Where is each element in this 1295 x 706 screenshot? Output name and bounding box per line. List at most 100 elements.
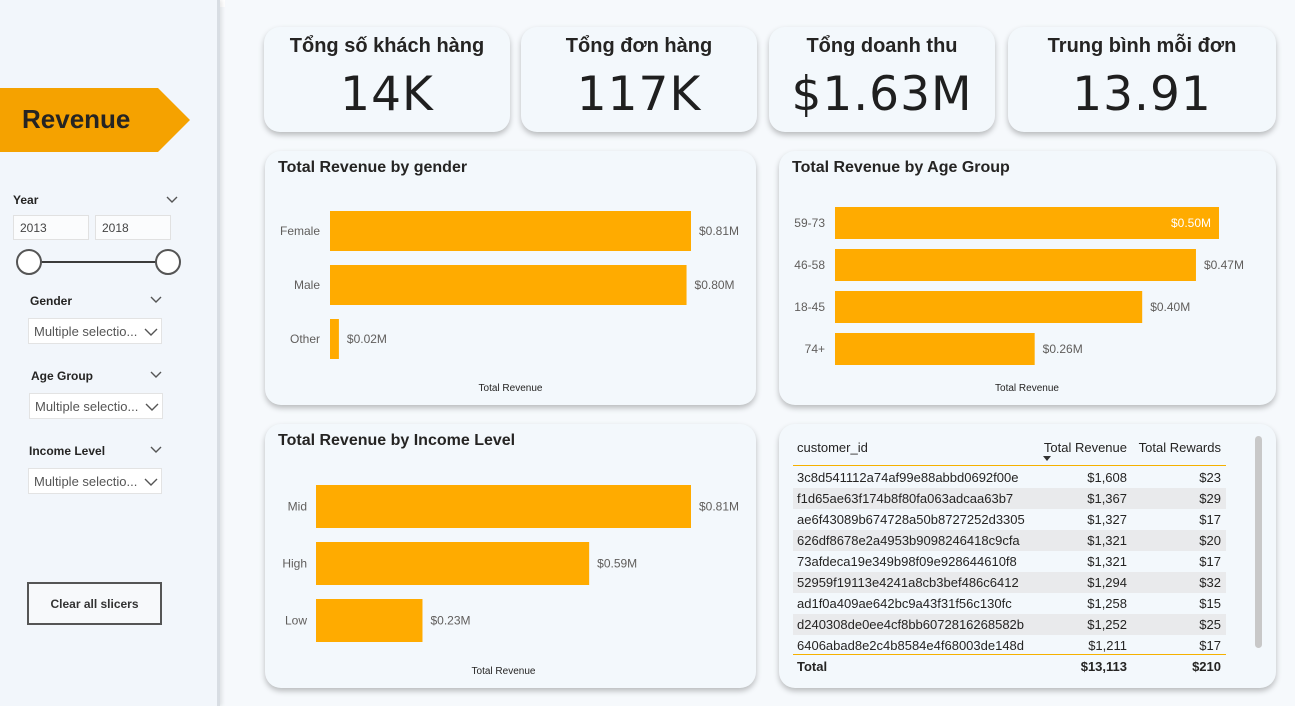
customer-id-cell: d240308de0ee4cf8bb6072816268582b [797, 617, 1025, 632]
bar[interactable] [330, 211, 691, 251]
total-revenue-cell: $1,258 [1087, 596, 1127, 611]
total-revenue-cell: $1,608 [1087, 470, 1127, 485]
year-slider-start-handle[interactable] [16, 249, 42, 275]
data-label: $0.81M [699, 500, 739, 514]
kpi-value: 117K [576, 67, 702, 122]
category-label: Low [285, 614, 307, 628]
total-rewards-cell: $32 [1199, 575, 1221, 590]
column-header-customer-id[interactable]: customer_id [797, 440, 868, 455]
data-label: $0.40M [1150, 300, 1190, 314]
customer-id-cell: ad1f0a409ae642bc9a43f31f56c130fc [797, 596, 1012, 611]
total-rewards-cell: $29 [1199, 491, 1221, 506]
category-label: 46-58 [794, 258, 825, 272]
total-revenue-cell: $1,327 [1087, 512, 1127, 527]
category-label: High [282, 557, 307, 571]
chevron-down-icon [145, 403, 159, 411]
total-rewards-cell: $23 [1199, 470, 1221, 485]
total-rewards-cell: $17 [1199, 638, 1221, 653]
total-rewards-cell: $20 [1199, 533, 1221, 548]
kpi-value: 14K [340, 67, 434, 122]
data-label: $0.02M [347, 332, 387, 346]
kpi-title: Trung bình mỗi đơn [1047, 35, 1237, 57]
bar[interactable] [330, 319, 339, 359]
customer-id-cell: 73afdeca19e349b98f09e928644610f8 [797, 554, 1017, 569]
chevron-down-icon[interactable] [150, 371, 162, 379]
age-group-slicer-title: Age Group [31, 369, 93, 383]
total-revenue-cell: $1,367 [1087, 491, 1127, 506]
banner-arrow-shape [0, 88, 190, 152]
total-revenue-cell: $1,211 [1088, 638, 1127, 653]
year-slicer-title: Year [13, 193, 39, 207]
customer-id-cell: 3c8d541112a74af99e88abbd0692f00e [797, 470, 1019, 485]
gender-dropdown[interactable]: Multiple selectio... [28, 318, 162, 344]
table-row[interactable]: 6406abad8e2c4b8584e4f68003de148d $1,211 $1… [793, 635, 1226, 656]
category-label: 74+ [805, 342, 825, 356]
chart-title: Total Revenue by Age Group [792, 159, 1010, 176]
total-revenue-cell: $1,252 [1087, 617, 1127, 632]
table-row[interactable]: ad1f0a409ae642bc9a43f31f56c130fc $1,258 $1… [793, 593, 1226, 614]
category-label: 59-73 [794, 216, 825, 230]
total-rewards: $210 [1192, 659, 1221, 674]
bar[interactable] [316, 485, 691, 528]
total-revenue: $13,113 [1080, 659, 1127, 674]
year-end-input[interactable]: 2018 [95, 215, 171, 240]
chevron-down-icon[interactable] [166, 196, 178, 204]
table-row[interactable]: 52959f19113e4241a8cb3bef486c6412 $1,294 $3… [793, 572, 1226, 593]
data-label: $0.59M [597, 557, 637, 571]
bar[interactable] [316, 542, 590, 585]
chevron-down-icon[interactable] [150, 446, 162, 454]
table-row[interactable]: ae6f43089b674728a50b8727252d3305 $1,327 $1… [793, 509, 1226, 530]
table-row[interactable]: 3c8d541112a74af99e88abbd0692f00e $1,608 $2… [793, 467, 1226, 488]
income-level-dropdown[interactable]: Multiple selectio... [28, 468, 162, 494]
kpi-card-orders: Tổng đơn hàng 117K [521, 27, 757, 132]
chart-card-gender: Total Revenue by gender Female $0.81M Male… [265, 151, 756, 405]
category-label: Female [280, 224, 320, 238]
total-rewards-cell: $25 [1199, 617, 1221, 632]
customer-id-cell: 6406abad8e2c4b8584e4f68003de148d [797, 638, 1025, 653]
age-group-dropdown[interactable]: Multiple selectio... [29, 393, 163, 419]
column-header-total-rewards[interactable]: Total Rewards [1138, 440, 1221, 455]
chevron-down-icon [144, 328, 158, 336]
bar[interactable] [330, 265, 687, 305]
total-label: Total [797, 659, 828, 674]
data-label: $0.81M [699, 224, 739, 238]
customer-id-cell: 626df8678e2a4953b9098246418c9cfa [797, 533, 1020, 548]
table-row[interactable]: d240308de0ee4cf8bb6072816268582b $1,252 $2… [793, 614, 1226, 635]
year-slider-track[interactable] [28, 261, 168, 263]
bar[interactable] [835, 291, 1143, 323]
table-row[interactable]: f1d65ae63f174b8f80fa063adcaa63b7 $1,367 $2… [793, 488, 1226, 509]
x-axis-label: Total Revenue [472, 666, 536, 677]
kpi-value: $1.63M [791, 67, 973, 122]
year-start-input[interactable]: 2013 [13, 215, 89, 240]
kpi-card-customers: Tổng số khách hàng 14K [264, 27, 510, 132]
income-level-bar-chart: Mid $0.81M High $0.59M Low $0.23M Total Revenu… [282, 485, 739, 677]
column-header-total-revenue[interactable]: Total Revenue [1043, 440, 1127, 455]
bar[interactable] [835, 249, 1196, 281]
customer-id-cell: f1d65ae63f174b8f80fa063adcaa63b7 [797, 491, 1014, 506]
banner-label: Revenue [22, 104, 131, 134]
chevron-down-icon [144, 478, 158, 486]
bar[interactable] [835, 207, 1219, 239]
table-scrollbar[interactable] [1255, 436, 1262, 648]
clear-all-slicers-button[interactable]: Clear all slicers [27, 582, 162, 625]
data-label: $0.80M [695, 278, 735, 292]
chart-title: Total Revenue by gender [278, 159, 468, 176]
total-rewards-cell: $17 [1199, 554, 1221, 569]
total-rewards-cell: $15 [1199, 596, 1221, 611]
kpi-card-revenue: Tổng doanh thu $1.63M [769, 27, 995, 132]
age-group-dropdown-value: Multiple selectio... [35, 399, 139, 414]
data-label: $0.50M [1171, 216, 1211, 230]
gender-dropdown-value: Multiple selectio... [34, 324, 138, 339]
table-row[interactable]: 73afdeca19e349b98f09e928644610f8 $1,321 $1… [793, 551, 1226, 572]
kpi-card-avg-order: Trung bình mỗi đơn 13.91 [1008, 27, 1276, 132]
year-slider-end-handle[interactable] [155, 249, 181, 275]
customer-id-cell: 52959f19113e4241a8cb3bef486c6412 [797, 575, 1019, 590]
customer-id-cell: ae6f43089b674728a50b8727252d3305 [797, 512, 1025, 527]
gender-bar-chart: Female $0.81M Male $0.80M Other $0.02M Total R… [280, 211, 739, 394]
data-label: $0.47M [1204, 258, 1244, 272]
chart-card-income-level: Total Revenue by Income Level Mid $0.81M H… [265, 424, 756, 688]
bar[interactable] [316, 599, 423, 642]
table-row[interactable]: 626df8678e2a4953b9098246418c9cfa $1,321 $2… [793, 530, 1226, 551]
bar[interactable] [835, 333, 1035, 365]
chevron-down-icon[interactable] [150, 296, 162, 304]
